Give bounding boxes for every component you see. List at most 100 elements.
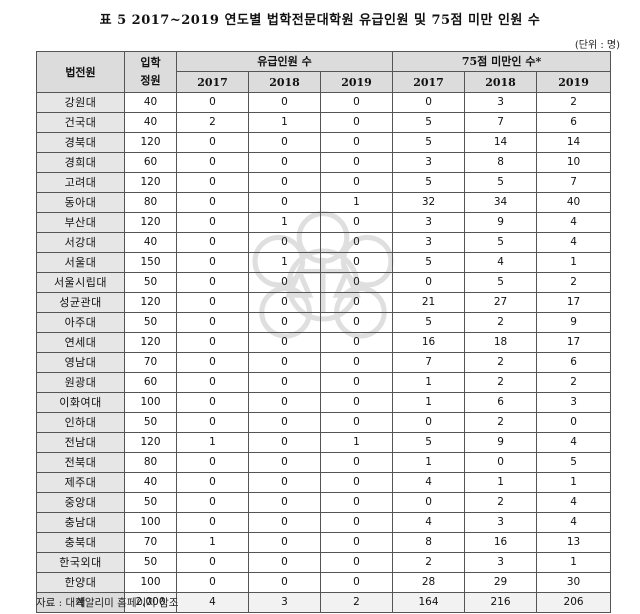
quota-cell: 70: [124, 352, 177, 373]
school-name-cell: 고려대: [36, 172, 125, 193]
repeat-2018-cell: 0: [248, 332, 321, 353]
below75-2018-cell: 4: [464, 252, 538, 273]
repeat-2018-cell: 0: [248, 272, 321, 293]
repeat-2018-cell: 0: [248, 92, 321, 113]
school-name-cell: 부산대: [36, 212, 125, 233]
repeat-2017-cell: 0: [176, 372, 249, 393]
below75-2019-cell: 4: [536, 512, 612, 533]
table-row: 전남대 120 1 0 1 5 9 4: [36, 432, 612, 453]
school-name-cell: 경북대: [36, 132, 125, 153]
table-row: 성균관대 120 0 0 0 21 27 17: [36, 292, 612, 313]
table-row: 영남대 70 0 0 0 7 2 6: [36, 352, 612, 373]
header-school: 법전원: [36, 51, 125, 93]
quota-cell: 70: [124, 532, 177, 553]
quota-cell: 40: [124, 472, 177, 493]
below75-2017-cell: 28: [392, 572, 466, 593]
table-row: 경희대 60 0 0 0 3 8 10: [36, 152, 612, 173]
below75-2017-cell: 5: [392, 252, 466, 273]
quota-cell: 50: [124, 312, 177, 333]
table-row: 서울시립대 50 0 0 0 0 5 2: [36, 272, 612, 293]
below75-2017-cell: 3: [392, 152, 466, 173]
below75-2019-cell: 14: [536, 132, 612, 153]
below75-2017-cell: 1: [392, 372, 466, 393]
below75-2017-cell: 5: [392, 312, 466, 333]
below75-2017-cell: 0: [392, 412, 466, 433]
table-row: 원광대 60 0 0 0 1 2 2: [36, 372, 612, 393]
below75-2019-cell: 1: [536, 252, 612, 273]
repeat-2017-cell: 0: [176, 272, 249, 293]
below75-2017-cell: 1: [392, 392, 466, 413]
unit-label: (단위 : 명): [574, 40, 620, 51]
quota-cell: 60: [124, 152, 177, 173]
repeat-2019-cell: 1: [319, 432, 394, 453]
table-row: 중앙대 50 0 0 0 0 2 4: [36, 492, 612, 513]
table-row: 동아대 80 0 0 1 32 34 40: [36, 192, 612, 213]
below75-2018-cell: 3: [464, 512, 538, 533]
repeat-2019-cell: 0: [319, 372, 394, 393]
quota-cell: 50: [124, 412, 177, 433]
below75-2018-cell: 16: [464, 532, 538, 553]
below75-2017-cell: 5: [392, 112, 466, 133]
header-below75-year: 2017: [392, 71, 466, 93]
repeat-2017-cell: 0: [176, 132, 249, 153]
below75-2019-cell: 1: [536, 552, 612, 573]
quota-cell: 100: [124, 572, 177, 593]
repeat-2017-cell: 0: [176, 412, 249, 433]
below75-2019-cell: 6: [536, 112, 612, 133]
table-row: 건국대 40 2 1 0 5 7 6: [36, 112, 612, 133]
header-below75-group: 75점 미만인 수*: [392, 51, 612, 72]
header-repeat-year: 2018: [248, 71, 321, 93]
table-row: 충남대 100 0 0 0 4 3 4: [36, 512, 612, 533]
below75-2018-cell: 9: [464, 432, 538, 453]
below75-2019-cell: 4: [536, 212, 612, 233]
repeat-2017-cell: 0: [176, 472, 249, 493]
below75-2018-cell: 27: [464, 292, 538, 313]
repeat-2018-cell: 0: [248, 452, 321, 473]
table-row: 서강대 40 0 0 0 3 5 4: [36, 232, 612, 253]
below75-2018-cell: 6: [464, 392, 538, 413]
header-quota-label: 입학 정원: [140, 56, 161, 87]
below75-2017-cell: 0: [392, 492, 466, 513]
school-name-cell: 계: [36, 592, 125, 613]
below75-2017-cell: 8: [392, 532, 466, 553]
repeat-2017-cell: 0: [176, 512, 249, 533]
school-name-cell: 동아대: [36, 192, 125, 213]
school-name-cell: 충남대: [36, 512, 125, 533]
header-below75-year: 2018: [464, 71, 538, 93]
below75-2018-cell: 3: [464, 92, 538, 113]
header-quota: 입학 정원: [124, 51, 177, 93]
table-body: 강원대 40 0 0 0 0 3 2 건국대 40 2 1 0 5 7 6 경북대 120 0 0 0 5 14 14 경희대 6…: [36, 92, 612, 613]
repeat-2018-cell: 1: [248, 112, 321, 133]
repeat-2018-cell: 3: [248, 592, 321, 613]
school-name-cell: 이화여대: [36, 392, 125, 413]
repeat-2018-cell: 0: [248, 372, 321, 393]
repeat-2017-cell: 0: [176, 332, 249, 353]
below75-2017-cell: 5: [392, 172, 466, 193]
school-name-cell: 건국대: [36, 112, 125, 133]
table-row: 충북대 70 1 0 0 8 16 13: [36, 532, 612, 553]
repeat-2019-cell: 0: [319, 92, 394, 113]
data-table-wrapper: 법전원 입학 정원 유급인원 수 75점 미만인 수* 2017 2018 20…: [36, 51, 612, 613]
repeat-2019-cell: 0: [319, 172, 394, 193]
below75-2019-cell: 2: [536, 372, 612, 393]
repeat-2018-cell: 0: [248, 552, 321, 573]
repeat-2018-cell: 1: [248, 212, 321, 233]
repeat-2018-cell: 0: [248, 292, 321, 313]
repeat-2017-cell: 0: [176, 152, 249, 173]
repeat-2017-cell: 1: [176, 432, 249, 453]
below75-2017-cell: 0: [392, 272, 466, 293]
school-name-cell: 중앙대: [36, 492, 125, 513]
repeat-2019-cell: 0: [319, 232, 394, 253]
table-row: 서울대 150 0 1 0 5 4 1: [36, 252, 612, 273]
repeat-2017-cell: 0: [176, 252, 249, 273]
below75-2019-cell: 4: [536, 432, 612, 453]
below75-2019-cell: 10: [536, 152, 612, 173]
below75-2018-cell: 1: [464, 472, 538, 493]
quota-cell: 120: [124, 172, 177, 193]
below75-2019-cell: 4: [536, 232, 612, 253]
school-name-cell: 서울대: [36, 252, 125, 273]
repeat-2019-cell: 0: [319, 412, 394, 433]
repeat-2017-cell: 0: [176, 572, 249, 593]
table-row: 고려대 120 0 0 0 5 5 7: [36, 172, 612, 193]
below75-2017-cell: 5: [392, 432, 466, 453]
